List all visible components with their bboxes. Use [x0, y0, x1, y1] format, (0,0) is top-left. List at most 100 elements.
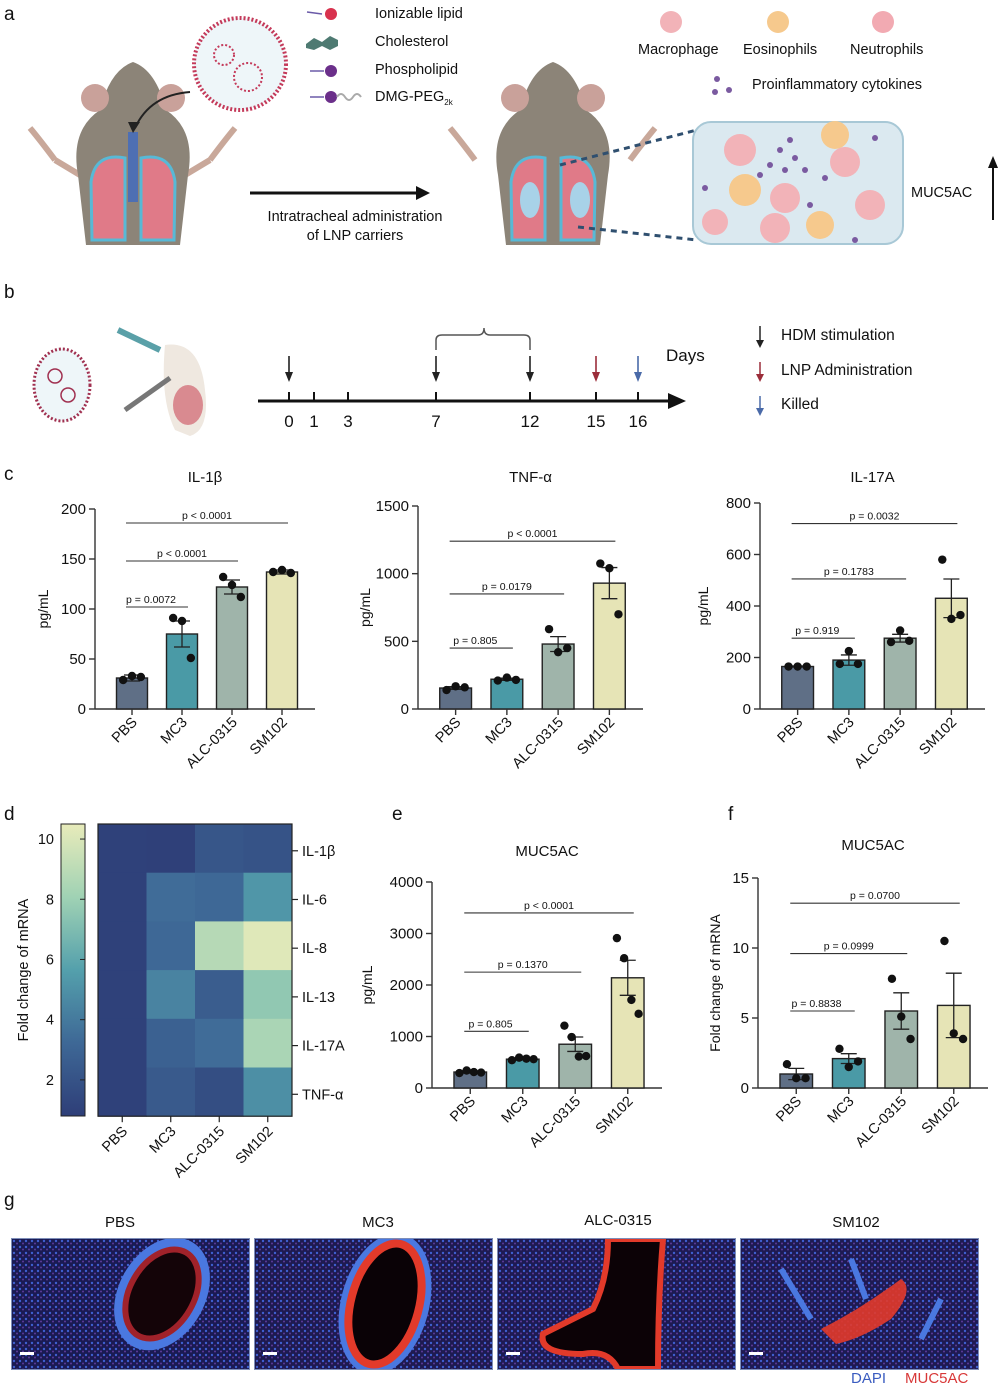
x-tick-label: MC3	[483, 715, 516, 748]
neutrophil-icon	[872, 11, 894, 33]
x-tick-label: SM102	[574, 715, 618, 759]
data-point	[563, 643, 572, 653]
y-tick-label: 2000	[390, 977, 423, 994]
data-point	[614, 610, 623, 619]
y-tick-label: 1500	[376, 498, 409, 515]
timeline-event-arrowhead	[432, 372, 440, 382]
bar-sm102	[265, 571, 299, 710]
heatmap-cell	[98, 824, 147, 874]
data-point	[118, 675, 128, 685]
p-value-label: p = 0.0032	[850, 511, 900, 523]
data-point	[462, 1066, 471, 1075]
row-label: IL-13	[302, 990, 335, 1006]
challenge-period-brace	[435, 327, 531, 350]
data-point	[544, 624, 554, 634]
heatmap-cell	[243, 1067, 293, 1117]
y-tick-label: 0	[78, 701, 86, 718]
data-point	[947, 614, 956, 624]
timeline-event-arrowhead	[592, 372, 600, 382]
x-tick-label: ALC-0315	[853, 1094, 910, 1151]
data-point	[493, 676, 502, 685]
p-value-label: p = 0.1783	[824, 566, 874, 578]
timeline-tick-label: 1	[309, 412, 318, 431]
p-value-label: p < 0.0001	[157, 548, 207, 560]
micrograph-pbs	[11, 1238, 250, 1370]
label-proinflammatory-cytokines: Proinflammatory cytokines	[752, 77, 923, 93]
data-point	[906, 1034, 915, 1044]
heatmap-cell	[195, 970, 244, 1020]
data-point	[476, 1068, 486, 1077]
data-point	[596, 559, 605, 568]
data-point	[236, 592, 246, 602]
y-axis-label: pg/mL	[359, 965, 375, 1004]
mouse-healthy-illustration	[27, 62, 238, 245]
heatmap-cell	[146, 970, 196, 1020]
data-point	[469, 1067, 479, 1077]
chart-muc5ac-mrna: MUC5AC Fold change of mRNA 0 5 10 15 PBS MC3ALC…	[707, 837, 988, 1151]
row-label: IL-17A	[302, 1039, 345, 1055]
y-tick-label: 50	[69, 651, 86, 668]
heatmap-cell	[243, 1018, 293, 1068]
panel-a-illustration	[27, 8, 998, 245]
timeline-legend	[756, 326, 764, 416]
heatmap-cell	[146, 1067, 196, 1117]
data-point	[844, 646, 854, 656]
x-tick-label: PBS	[109, 715, 141, 747]
y-axis-label: pg/mL	[35, 589, 51, 628]
colorbar-tick-label: 8	[46, 892, 54, 908]
data-point	[442, 685, 451, 695]
timeline-event-arrowhead	[634, 372, 642, 382]
data-point	[529, 1054, 538, 1064]
y-tick-label: 500	[384, 633, 409, 650]
heatmap-cell	[243, 824, 293, 874]
p-value-label: p < 0.0001	[182, 510, 232, 522]
heatmap-cell	[146, 872, 196, 922]
y-tick-label: 600	[726, 547, 751, 564]
data-point	[792, 1074, 801, 1083]
data-point	[605, 564, 614, 573]
data-point	[612, 933, 622, 943]
micrograph-alc0315	[497, 1238, 736, 1370]
p-value-label: p = 0.8838	[792, 998, 842, 1010]
y-tick-label: 0	[743, 701, 751, 718]
y-tick-label: 15	[732, 870, 749, 887]
data-point	[286, 568, 296, 578]
row-label: TNF-α	[302, 1087, 343, 1103]
y-tick-label: 0	[415, 1080, 423, 1097]
data-point	[177, 616, 187, 626]
data-point	[186, 653, 196, 663]
panel-b-timeline: 0 1 3 7 12 15 16	[32, 326, 764, 436]
micrograph-title-pbs: PBS	[104, 1214, 135, 1231]
y-tick-label: 100	[61, 601, 86, 618]
heatmap-cell	[98, 921, 147, 971]
p-value-label: p = 0.919	[795, 625, 839, 637]
legend-phospholipid: Phospholipid	[375, 62, 459, 78]
micrograph-mc3	[254, 1238, 493, 1370]
data-point	[886, 637, 896, 647]
column-label: ALC-0315	[171, 1124, 228, 1181]
legend-lnp-administration: LNP Administration	[781, 362, 913, 379]
data-point	[455, 1068, 464, 1078]
y-tick-label: 0	[401, 701, 409, 718]
y-tick-label: 200	[726, 650, 751, 667]
micrograph-title-alc0315: ALC-0315	[584, 1212, 652, 1229]
p-value-label: p = 0.0179	[482, 581, 532, 593]
heatmap-cell	[243, 970, 293, 1020]
lnp-component-legend-glyphs	[306, 8, 362, 103]
mouse-injection-illustration	[116, 327, 206, 436]
row-label: IL-8	[302, 941, 327, 957]
heatmap-cell	[98, 872, 147, 922]
heatmap-cell	[195, 1018, 244, 1068]
x-tick-label: SM102	[593, 1094, 637, 1138]
timeline-tick-label: 0	[284, 412, 293, 431]
data-point	[887, 974, 897, 983]
legend-hdm-stimulation: HDM stimulation	[781, 327, 895, 344]
panel-letter-g: g	[4, 1190, 15, 1211]
data-point	[514, 1053, 524, 1062]
data-point	[218, 572, 228, 582]
timeline-tick-label: 16	[629, 412, 648, 431]
heatmap-cell	[146, 824, 196, 874]
heatmap-cell	[98, 970, 147, 1020]
